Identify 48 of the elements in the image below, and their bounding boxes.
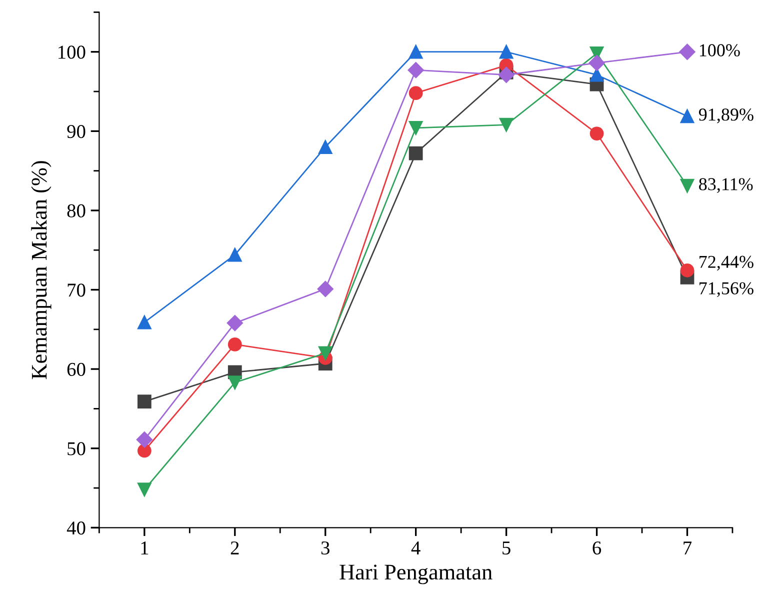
point bbox=[408, 86, 423, 100]
y-tick-label: 50 bbox=[68, 442, 86, 456]
y-tick-label: 40 bbox=[66, 521, 86, 535]
data-label: 83,11% bbox=[699, 178, 753, 193]
y-tick-label: 70 bbox=[68, 284, 86, 297]
point bbox=[680, 263, 694, 278]
point bbox=[318, 346, 332, 360]
x-tick-label: 4 bbox=[411, 542, 420, 554]
point bbox=[679, 44, 696, 60]
point bbox=[226, 314, 243, 332]
x-axis-title: Hari Pengamatan bbox=[340, 564, 492, 584]
data-label: 71,56% bbox=[700, 282, 754, 297]
y-tick-label: 60 bbox=[67, 362, 86, 376]
point bbox=[498, 66, 514, 83]
y-tick-label: 100 bbox=[58, 46, 86, 59]
point bbox=[137, 444, 152, 458]
point bbox=[136, 432, 152, 448]
point bbox=[408, 146, 423, 160]
point bbox=[408, 44, 423, 59]
point bbox=[499, 118, 514, 132]
point bbox=[408, 121, 423, 135]
x-tick-label: 5 bbox=[502, 542, 510, 555]
point bbox=[680, 109, 694, 124]
point bbox=[317, 280, 334, 298]
point bbox=[137, 482, 152, 497]
point bbox=[228, 338, 242, 352]
point bbox=[408, 62, 424, 78]
x-tick-label: 7 bbox=[684, 542, 692, 554]
x-tick-label: 1 bbox=[141, 542, 148, 554]
x-tick-label: 6 bbox=[592, 541, 602, 555]
y-tick-label: 80 bbox=[67, 204, 86, 218]
point bbox=[590, 126, 604, 140]
data-label: 72,44% bbox=[700, 256, 754, 271]
data-label: 100% bbox=[700, 44, 740, 56]
point bbox=[228, 376, 242, 390]
point bbox=[137, 394, 152, 409]
point bbox=[318, 140, 332, 154]
point bbox=[228, 248, 242, 262]
x-tick-label: 2 bbox=[230, 541, 239, 554]
y-tick-label: 90 bbox=[67, 124, 86, 138]
point bbox=[588, 54, 605, 72]
point bbox=[680, 178, 694, 193]
y-axis-title: Kemampuan Makan (%) bbox=[31, 161, 52, 380]
x-tick-label: 3 bbox=[321, 541, 330, 555]
point bbox=[499, 44, 514, 59]
point bbox=[590, 68, 604, 82]
point bbox=[137, 315, 152, 330]
data-label: 91,89% bbox=[698, 108, 754, 124]
